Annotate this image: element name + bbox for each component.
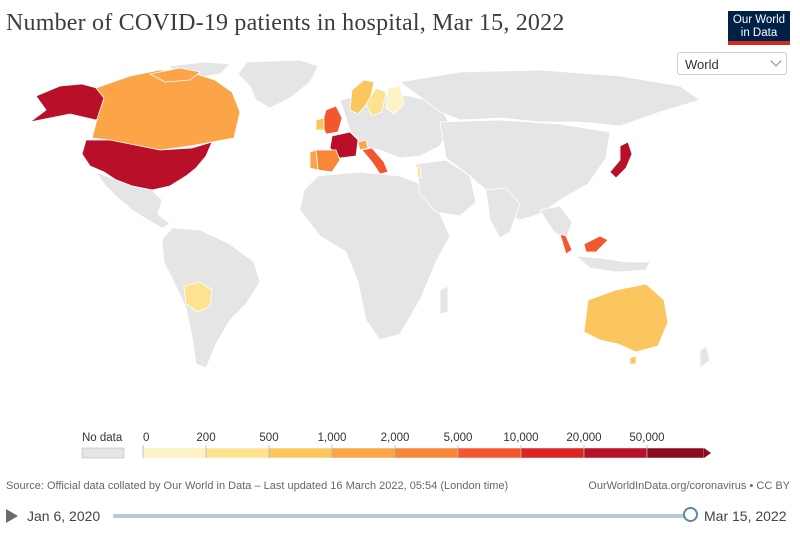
legend-swatch [205, 447, 270, 459]
legend-swatch [457, 447, 522, 459]
southeast-asia[interactable] [539, 205, 573, 241]
legend-tick-label: 500 [259, 432, 278, 444]
indonesia[interactable] [575, 255, 651, 273]
timeline-handle[interactable] [682, 507, 698, 522]
chart-title: Number of COVID-19 patients in hospital,… [6, 10, 565, 36]
logo-line-1: Our World [732, 14, 786, 26]
legend-tick-label: 50,000 [629, 432, 664, 444]
legend-swatch [394, 447, 459, 459]
united-kingdom[interactable] [321, 105, 343, 135]
legend-swatch [583, 447, 648, 459]
israel[interactable] [416, 166, 422, 179]
legend-tick-label: 5,000 [444, 432, 473, 444]
finland[interactable] [385, 85, 405, 115]
russia[interactable] [399, 69, 701, 127]
malaysia-peninsula[interactable] [559, 233, 573, 255]
india[interactable] [485, 187, 521, 239]
africa[interactable] [299, 171, 451, 341]
madagascar[interactable] [439, 285, 449, 315]
united-states[interactable] [81, 139, 213, 191]
region-select[interactable]: World [677, 52, 787, 75]
legend-tick-label: 20,000 [566, 432, 601, 444]
legend-tick-label: 1,000 [318, 432, 347, 444]
middle-east[interactable] [415, 159, 477, 217]
spain[interactable] [315, 149, 341, 173]
switzerland[interactable] [357, 139, 369, 151]
italy[interactable] [361, 147, 389, 175]
site-credit[interactable]: OurWorldInData.org/coronavirus • CC BY [588, 480, 790, 492]
legend-scale: 0 200 500 1,000 2,000 5,000 10,000 20,000 50,000 [142, 432, 711, 459]
legend-no-data-label: No data [82, 432, 123, 444]
legend-swatch [646, 447, 705, 459]
owid-logo[interactable]: Our World in Data [728, 11, 790, 45]
legend-swatch [142, 447, 207, 459]
legend-tick-label: 0 [143, 432, 149, 444]
legend-arrow-tip [704, 448, 711, 458]
ireland[interactable] [315, 117, 325, 131]
world-map[interactable] [0, 56, 800, 426]
mexico[interactable] [95, 171, 171, 229]
timeline-track[interactable] [113, 514, 690, 518]
legend-swatch [268, 447, 333, 459]
play-icon[interactable] [6, 509, 18, 523]
logo-line-2: in Data [740, 27, 778, 39]
new-zealand[interactable] [699, 345, 711, 369]
timeline: Jan 6, 2020 Mar 15, 2022 [0, 500, 800, 533]
japan[interactable] [609, 141, 633, 179]
legend-tick-label: 200 [196, 432, 215, 444]
legend-swatch [331, 447, 396, 459]
australia[interactable] [583, 283, 669, 353]
portugal[interactable] [309, 149, 319, 171]
source-note: Source: Official data collated by Our Wo… [6, 480, 509, 492]
color-legend: No data 0 200 500 1,000 2,000 5,000 10,000 20,0… [81, 432, 711, 459]
canada-islands[interactable] [149, 67, 201, 83]
tasmania[interactable] [629, 355, 637, 365]
timeline-end-date: Mar 15, 2022 [704, 508, 787, 524]
sweden[interactable] [365, 87, 387, 117]
legend-tick-label: 2,000 [381, 432, 410, 444]
legend-no-data-swatch [81, 447, 125, 459]
malaysia-borneo[interactable] [583, 235, 609, 253]
legend-swatch [520, 447, 585, 459]
bolivia[interactable] [183, 281, 213, 313]
alaska[interactable] [29, 83, 111, 123]
timeline-start-date: Jan 6, 2020 [27, 508, 101, 524]
legend-tick-label: 10,000 [503, 432, 538, 444]
region-select-value: World [685, 57, 719, 72]
greenland[interactable] [237, 59, 319, 109]
asia[interactable] [439, 119, 611, 221]
